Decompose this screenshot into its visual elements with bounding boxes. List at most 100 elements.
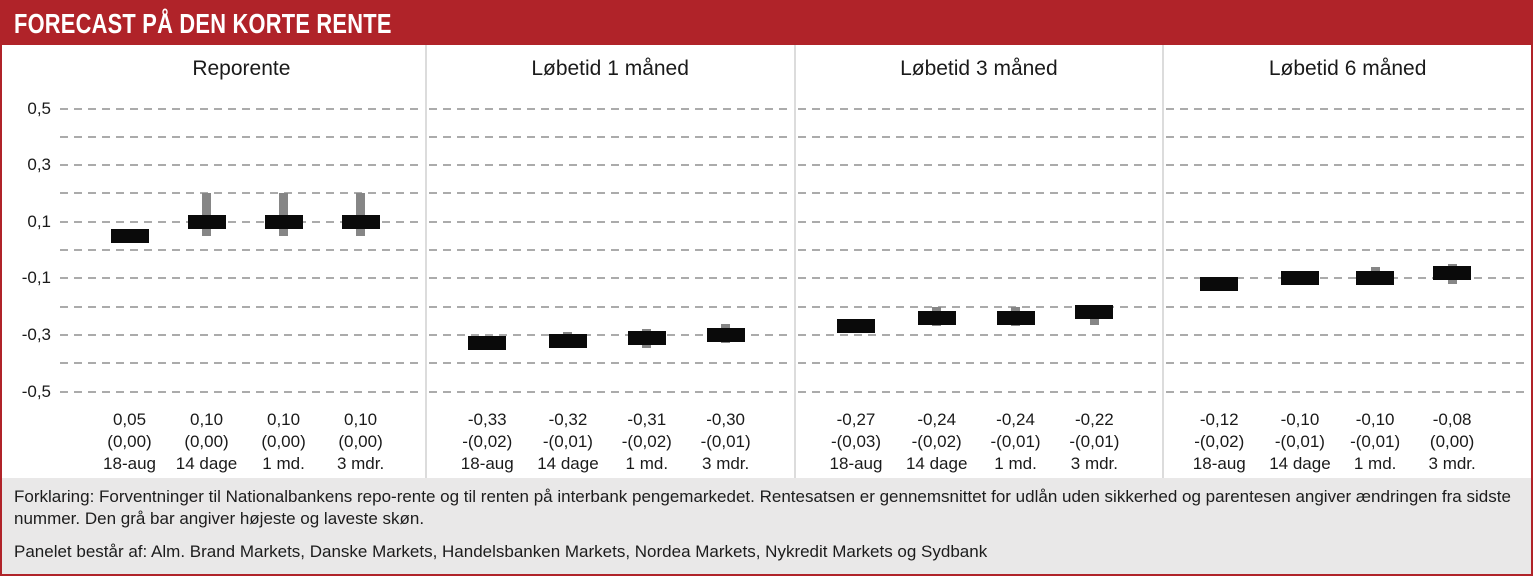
- point-period: 3 mdr.: [702, 454, 750, 473]
- point-value: -0,31: [627, 410, 667, 429]
- plot-area: [427, 92, 794, 404]
- point-label: -0,22 -(0,01) 3 mdr.: [1038, 409, 1150, 475]
- point-change: (0,00): [1429, 432, 1475, 451]
- point-period: 18-aug: [460, 454, 514, 473]
- gridline: [797, 192, 1160, 195]
- gridline: [428, 362, 791, 365]
- point-period: 14 dage: [905, 454, 968, 473]
- point-value: 0,05: [112, 410, 147, 429]
- point-change: (0,00): [107, 432, 152, 451]
- gridline: [1166, 390, 1528, 393]
- gridline: [60, 192, 422, 195]
- point-value: -0,08: [1432, 410, 1472, 429]
- gridline: [60, 135, 422, 138]
- y-tick-label: 0,1: [27, 211, 51, 231]
- y-tick-label: -0,3: [21, 324, 51, 344]
- point-label: -0,30 -(0,01) 3 mdr.: [670, 409, 782, 475]
- point-value: -0,24: [917, 410, 957, 429]
- gridline: [797, 107, 1160, 110]
- consensus-bar: [1356, 271, 1395, 286]
- gridline: [797, 135, 1160, 138]
- gridline: [428, 135, 791, 138]
- gridline: [797, 362, 1160, 365]
- gridline: [428, 220, 791, 223]
- gridline: [428, 390, 791, 393]
- gridline: [428, 192, 791, 195]
- gridline: [60, 305, 422, 308]
- point-period: 18-aug: [1192, 454, 1246, 473]
- point-value: -0,12: [1199, 410, 1239, 429]
- x-axis-labels: -0,12 -(0,02) 18-aug -0,10 -(0,01) 14 dage -0,…: [1164, 404, 1531, 478]
- point-period: 3 mdr.: [1428, 454, 1476, 473]
- consensus-bar: [468, 336, 507, 351]
- point-change: -(0,02): [1194, 432, 1245, 451]
- point-value: -0,22: [1075, 410, 1114, 429]
- point-value: -0,10: [1280, 410, 1320, 429]
- panel-title: Reporente: [192, 56, 291, 80]
- plot-area: [796, 92, 1163, 404]
- x-axis-labels: 0,05 (0,00) 18-aug 0,10 (0,00) 14 dage 0,10 (0,…: [58, 404, 425, 478]
- panel-title: Løbetid 6 måned: [1268, 56, 1427, 80]
- point-period: 14 dage: [1269, 454, 1331, 473]
- consensus-bar: [1280, 271, 1319, 286]
- gridline: [1166, 135, 1528, 138]
- point-change: (0,00): [184, 432, 229, 451]
- point-change: -(0,03): [830, 432, 882, 451]
- point-change: -(0,02): [462, 432, 513, 451]
- panel-reporente: Reporente 0,05 (0,00) 18-aug 0,10 (0,00) 14 da…: [58, 45, 425, 478]
- point-period: 1 md.: [262, 454, 305, 473]
- gridline: [1166, 305, 1528, 308]
- point-period: 1 md.: [625, 454, 669, 473]
- point-change: -(0,02): [911, 432, 962, 451]
- consensus-bar: [110, 228, 149, 243]
- footnote-explanation: Forklaring: Forventninger til Nationalba…: [14, 487, 1511, 528]
- y-tick-label: 0,5: [27, 98, 51, 118]
- plot-area: [58, 92, 425, 404]
- point-value: -0,24: [996, 410, 1035, 429]
- gridline: [1166, 164, 1528, 167]
- point-label: -0,10 -(0,01) 1 md.: [1319, 409, 1431, 475]
- x-axis-labels: -0,27 -(0,03) 18-aug -0,24 -(0,02) 14 dage -0,…: [796, 404, 1163, 478]
- gridline: [1166, 220, 1528, 223]
- range-bar: [202, 193, 212, 236]
- point-period: 14 dage: [537, 454, 599, 473]
- gridline: [60, 333, 422, 336]
- gridline: [60, 107, 422, 110]
- card-title: FORECAST PÅ DEN KORTE RENTE: [14, 7, 392, 39]
- point-change: -(0,01): [1274, 432, 1325, 451]
- point-label: -0,08 (0,00) 3 mdr.: [1396, 409, 1508, 475]
- consensus-bar: [627, 330, 666, 345]
- point-value: -0,33: [467, 410, 507, 429]
- panel-title: Løbetid 3 måned: [900, 56, 1058, 80]
- point-period: 18-aug: [829, 454, 883, 473]
- plot-area: [1164, 92, 1531, 404]
- consensus-bar: [1200, 276, 1239, 291]
- gridline: [60, 362, 422, 365]
- point-change: -(0,01): [990, 432, 1041, 451]
- point-label: 0,10 (0,00) 14 dage: [151, 409, 263, 475]
- point-value: -0,32: [548, 410, 588, 429]
- gridline: [797, 164, 1160, 167]
- point-label: -0,31 -(0,02) 1 md.: [591, 409, 703, 475]
- gridline: [428, 333, 791, 336]
- point-label: -0,32 -(0,01) 14 dage: [512, 409, 624, 475]
- point-period: 1 md.: [994, 454, 1037, 473]
- gridline: [1166, 277, 1528, 280]
- point-value: 0,10: [189, 410, 224, 429]
- point-label: -0,24 -(0,02) 14 dage: [881, 409, 993, 475]
- gridline: [60, 277, 422, 280]
- range-bar: [279, 193, 289, 236]
- point-period: 3 mdr.: [1070, 454, 1119, 473]
- gridline: [1166, 249, 1528, 251]
- point-change: -(0,02): [621, 432, 672, 451]
- consensus-bar: [548, 333, 587, 348]
- panel-title: Løbetid 1 måned: [531, 56, 689, 80]
- point-value: -0,30: [706, 410, 746, 429]
- gridline: [60, 164, 422, 167]
- point-change: -(0,01): [700, 432, 751, 451]
- point-change: (0,00): [338, 432, 383, 451]
- point-period: 3 mdr.: [336, 454, 385, 473]
- footnote-panel-note: Panelet består af: Alm. Brand Markets, D…: [14, 542, 988, 561]
- range-bar: [356, 193, 366, 236]
- panel-l-betid-1-m-ned: Løbetid 1 måned -0,33 -(0,02) 18-aug -0,32 -(…: [424, 45, 794, 478]
